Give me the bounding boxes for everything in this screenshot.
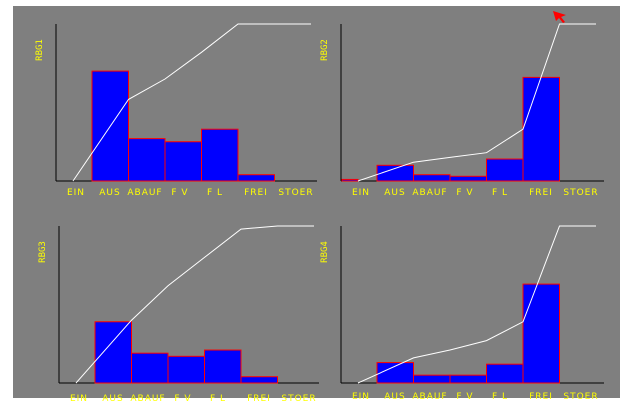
tick-label: EIN [352, 392, 370, 402]
cumulative-line [357, 23, 596, 182]
chart-1: RBG1 EIN AUS ABAUF F V F L FREI STOER [35, 23, 317, 198]
bar-frei[interactable] [522, 283, 560, 384]
tick-label: STOER [563, 392, 598, 402]
tick-label: AUS [384, 392, 405, 402]
chart-title: RBG4 [320, 241, 330, 263]
tick-label: F L [210, 394, 226, 404]
tick-label: F V [456, 188, 473, 198]
cumulative-line [72, 23, 311, 182]
bar-f-v[interactable] [164, 141, 202, 182]
chart-4: RBG4 EIN AUS ABAUF F V F L FREI STOER [320, 225, 604, 402]
tick-label: FREI [529, 392, 553, 402]
bar-ein[interactable] [341, 178, 359, 182]
bar-abauf[interactable] [131, 352, 169, 384]
chart-title: RBG2 [320, 39, 330, 61]
bar-frei[interactable] [240, 376, 278, 384]
bar-f-l[interactable] [486, 158, 524, 182]
tick-label: F L [492, 188, 508, 198]
tick-label: AUS [99, 188, 120, 198]
chart-title: RBG1 [35, 39, 45, 61]
tick-label: ABAUF [130, 394, 165, 404]
bar-frei[interactable] [237, 174, 275, 182]
tick-label: EIN [70, 394, 88, 404]
tick-label: F L [492, 392, 508, 402]
tick-label: F V [456, 392, 473, 402]
bar-abauf[interactable] [413, 374, 451, 384]
red-arrow-cursor-icon [553, 8, 567, 23]
tick-label: STOER [278, 188, 313, 198]
bar-abauf[interactable] [128, 138, 166, 182]
tick-label: F V [171, 188, 188, 198]
tick-label: AUS [102, 394, 123, 404]
tick-label: FREI [247, 394, 271, 404]
tick-label: STOER [281, 394, 316, 404]
tick-label: EIN [352, 188, 370, 198]
tick-label: AUS [384, 188, 405, 198]
bar-f-v[interactable] [167, 355, 205, 384]
tick-label: STOER [563, 188, 598, 198]
chart-2: RBG2 EIN AUS ABAUF F V F L FREI STOER [320, 23, 604, 198]
tick-label: FREI [529, 188, 553, 198]
cumulative-line [75, 225, 314, 384]
bar-f-l[interactable] [201, 128, 239, 182]
bar-aus[interactable] [376, 164, 414, 182]
bar-aus[interactable] [94, 321, 132, 384]
bar-abauf[interactable] [413, 174, 451, 182]
bar-frei[interactable] [522, 76, 560, 182]
tick-label: ABAUF [127, 188, 162, 198]
bar-f-l[interactable] [486, 363, 524, 384]
tick-label: F L [207, 188, 223, 198]
tick-label: ABAUF [412, 392, 447, 402]
tick-label: EIN [67, 188, 85, 198]
chart-3: RBG3 EIN AUS ABAUF F V F L FREI STOER [38, 225, 319, 404]
tick-label: ABAUF [412, 188, 447, 198]
bar-f-v[interactable] [449, 374, 487, 384]
tick-label: FREI [244, 188, 268, 198]
chart-title: RBG3 [38, 241, 48, 263]
tick-label: F V [174, 394, 191, 404]
bar-aus[interactable] [376, 362, 414, 384]
bar-f-l[interactable] [204, 349, 242, 384]
cumulative-line [357, 225, 596, 384]
bar-f-v[interactable] [449, 175, 487, 182]
